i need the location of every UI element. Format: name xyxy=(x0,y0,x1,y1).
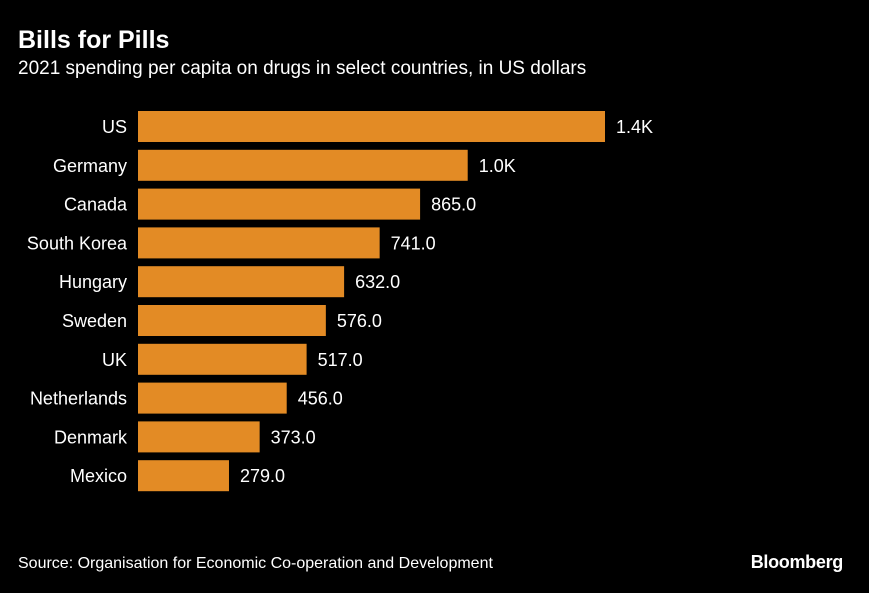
value-label-sweden: 576.0 xyxy=(337,311,382,331)
bar-canada xyxy=(138,188,421,220)
bar-row-netherlands: Netherlands 456.0 xyxy=(30,382,343,414)
bar-mexico xyxy=(138,460,229,492)
chart-title: Bills for Pills xyxy=(18,26,170,54)
category-label-germany: Germany xyxy=(53,156,127,176)
bar-row-germany: Germany 1.0K xyxy=(53,149,516,181)
chart-subtitle: 2021 spending per capita on drugs in sel… xyxy=(18,58,587,79)
category-label-south-korea: South Korea xyxy=(27,233,128,253)
value-label-mexico: 279.0 xyxy=(240,466,285,486)
bar-us xyxy=(138,111,605,142)
category-label-sweden: Sweden xyxy=(62,311,127,331)
bar-row-sweden: Sweden 576.0 xyxy=(62,305,382,336)
value-label-hungary: 632.0 xyxy=(355,272,400,292)
value-label-us: 1.4K xyxy=(616,117,653,137)
source-note: Source: Organisation for Economic Co-ope… xyxy=(18,555,493,572)
bar-germany xyxy=(138,149,468,181)
bar-netherlands xyxy=(138,382,287,414)
bar-hungary xyxy=(138,266,345,298)
bar-row-uk: UK 517.0 xyxy=(102,343,363,375)
value-label-canada: 865.0 xyxy=(431,195,476,215)
category-label-denmark: Denmark xyxy=(54,427,128,447)
bar-row-hungary: Hungary 632.0 xyxy=(59,266,400,298)
bar-denmark xyxy=(138,421,260,453)
bar-row-south-korea: South Korea 741.0 xyxy=(27,227,436,259)
bar-row-mexico: Mexico 279.0 xyxy=(70,460,285,492)
bar-row-us: US 1.4K xyxy=(102,111,653,142)
category-label-hungary: Hungary xyxy=(59,272,127,292)
value-label-germany: 1.0K xyxy=(479,156,516,176)
category-label-us: US xyxy=(102,117,127,137)
category-label-netherlands: Netherlands xyxy=(30,389,127,409)
bloomberg-logo: Bloomberg xyxy=(750,552,844,572)
value-label-netherlands: 456.0 xyxy=(298,389,343,409)
category-label-mexico: Mexico xyxy=(70,466,127,486)
category-label-canada: Canada xyxy=(64,195,128,215)
value-label-south-korea: 741.0 xyxy=(391,233,436,253)
bars-layer: US 1.4K Germany 1.0K Canada 865.0 South Korea 7… xyxy=(27,111,653,492)
value-label-denmark: 373.0 xyxy=(271,427,316,447)
category-label-uk: UK xyxy=(102,350,127,370)
value-label-uk: 517.0 xyxy=(318,350,363,370)
bar-row-canada: Canada 865.0 xyxy=(64,188,476,220)
bar-uk xyxy=(138,343,307,375)
bar-south-korea xyxy=(138,227,380,259)
bar-row-denmark: Denmark 373.0 xyxy=(54,421,316,453)
bar-sweden xyxy=(138,305,326,336)
